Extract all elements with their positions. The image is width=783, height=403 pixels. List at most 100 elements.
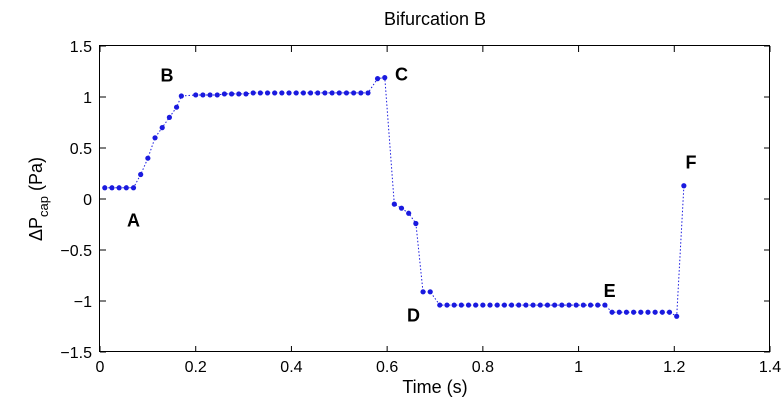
- data-point: [236, 91, 242, 97]
- data-point: [264, 90, 271, 96]
- data-point: [257, 90, 263, 96]
- data-point: [566, 302, 572, 308]
- data-point: [659, 309, 665, 315]
- data-point: [573, 302, 579, 308]
- data-point: [351, 90, 357, 96]
- series-layer: [102, 75, 687, 319]
- data-point: [336, 90, 342, 96]
- data-point: [420, 289, 426, 295]
- data-point: [152, 135, 158, 141]
- data-point: [207, 92, 213, 98]
- chart-title: Bifurcation B: [384, 9, 486, 29]
- data-point: [250, 90, 256, 96]
- data-point: [473, 302, 479, 308]
- data-point: [272, 90, 278, 96]
- point-annotation-a: A: [127, 211, 140, 231]
- data-point: [279, 90, 285, 96]
- x-tick-label: 1.2: [663, 359, 685, 376]
- point-annotation-d: D: [407, 305, 420, 325]
- data-point: [293, 90, 299, 96]
- data-point: [580, 302, 586, 308]
- y-tick-label: 0.5: [70, 141, 92, 158]
- data-point: [159, 125, 165, 131]
- x-tick-label: 0.4: [280, 359, 302, 376]
- data-point: [221, 91, 228, 97]
- data-point: [214, 92, 220, 98]
- data-point: [451, 302, 457, 308]
- data-point: [116, 185, 122, 191]
- data-point: [102, 185, 108, 191]
- data-point: [516, 302, 522, 308]
- data-point: [173, 104, 180, 110]
- data-point: [229, 91, 235, 97]
- data-point: [166, 114, 172, 120]
- data-point: [406, 210, 412, 216]
- data-point: [193, 92, 199, 98]
- data-point: [322, 90, 328, 96]
- data-point: [537, 302, 543, 308]
- data-point: [358, 90, 364, 96]
- data-point: [130, 185, 137, 191]
- data-point: [552, 302, 558, 308]
- data-point: [391, 201, 397, 207]
- data-point: [494, 302, 500, 308]
- data-point: [595, 302, 601, 308]
- plot-area: [99, 45, 770, 352]
- x-tick-label: 0.6: [376, 359, 398, 376]
- y-axis-label-subscript: cap: [36, 196, 51, 217]
- data-point: [458, 302, 464, 308]
- data-point: [300, 90, 306, 96]
- y-axis-label-suffix: (Pa): [26, 157, 46, 196]
- y-tick-label: 1: [83, 90, 92, 107]
- y-tick-label: −0.5: [60, 243, 92, 260]
- data-point: [286, 90, 292, 96]
- data-point: [602, 302, 608, 308]
- data-point: [523, 302, 529, 308]
- data-point: [487, 302, 493, 308]
- data-point: [587, 302, 594, 308]
- data-point: [427, 289, 433, 295]
- data-point: [480, 302, 486, 308]
- data-point: [243, 91, 249, 97]
- data-point: [681, 183, 687, 189]
- x-tick-label: 1: [574, 359, 583, 376]
- data-point: [123, 185, 129, 191]
- data-point: [307, 90, 314, 96]
- x-tick-label: 0.2: [185, 359, 207, 376]
- x-axis-ticks: 0 0.2 0.4 0.6 0.8 1 1.2 1.4: [96, 46, 781, 376]
- point-annotation-c: C: [395, 65, 408, 85]
- data-point: [674, 313, 680, 319]
- data-point: [631, 309, 637, 315]
- point-annotation-b: B: [161, 66, 174, 86]
- point-annotation-e: E: [604, 281, 616, 301]
- y-tick-label: 0: [83, 192, 92, 209]
- data-point: [645, 309, 651, 315]
- x-axis-label: Time (s): [402, 377, 467, 397]
- data-point: [444, 302, 450, 308]
- data-point: [623, 309, 630, 315]
- data-point: [138, 171, 144, 178]
- data-point: [398, 205, 405, 211]
- data-point: [413, 220, 419, 227]
- data-point: [638, 309, 644, 315]
- x-tick-label: 1.4: [759, 359, 781, 376]
- data-point: [200, 92, 206, 98]
- data-point: [437, 302, 443, 308]
- data-point: [530, 302, 536, 308]
- y-tick-label: 1.5: [70, 39, 92, 56]
- point-annotation-f: F: [686, 152, 697, 172]
- data-point: [465, 302, 472, 308]
- data-point: [365, 90, 371, 96]
- data-point: [382, 75, 388, 81]
- y-axis-label: ΔPcap (Pa): [26, 157, 51, 241]
- data-point: [544, 302, 551, 308]
- data-point: [508, 302, 515, 308]
- y-axis-ticks: −1.5 −1 −0.5 0 0.5 1 1.5: [60, 39, 770, 362]
- x-tick-label: 0: [96, 359, 105, 376]
- data-point: [652, 309, 658, 315]
- x-tick-label: 0.8: [472, 359, 494, 376]
- annotation-layer: A B C D E F: [127, 65, 697, 326]
- data-point: [609, 309, 615, 315]
- data-point: [178, 93, 184, 99]
